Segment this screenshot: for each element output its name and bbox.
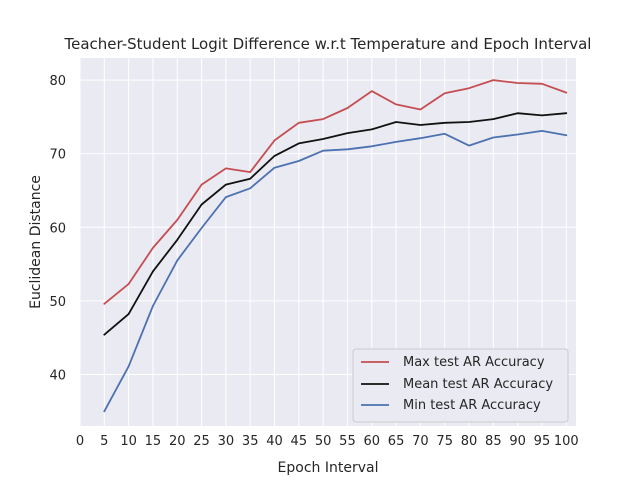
- x-tick-label: 20: [169, 434, 186, 449]
- x-tick-label: 30: [218, 434, 235, 449]
- legend-label-min: Min test AR Accuracy: [403, 398, 541, 413]
- legend: Max test AR Accuracy Mean test AR Accura…: [353, 349, 568, 422]
- x-tick-label: 70: [412, 434, 429, 449]
- x-tick-label: 25: [193, 434, 210, 449]
- x-tick-label: 5: [100, 434, 108, 449]
- x-tick-label: 95: [534, 434, 551, 449]
- x-tick-label: 35: [242, 434, 259, 449]
- x-tick-label: 45: [291, 434, 308, 449]
- y-tick-label: 80: [49, 74, 66, 89]
- x-tick-label: 90: [509, 434, 526, 449]
- x-tick-label: 10: [120, 434, 137, 449]
- legend-label-mean: Mean test AR Accuracy: [403, 377, 553, 392]
- x-tick-label: 100: [554, 434, 579, 449]
- x-tick-label: 85: [485, 434, 502, 449]
- x-tick-label: 0: [76, 434, 84, 449]
- x-tick-label: 75: [436, 434, 453, 449]
- x-tick-label: 40: [266, 434, 283, 449]
- x-axis-ticks: 0 5 10 15 20 25 30 35 40 45 50 55 60 65 70 75 80 85 90 95 10…: [76, 434, 579, 449]
- y-tick-label: 50: [49, 295, 66, 310]
- x-tick-label: 50: [315, 434, 332, 449]
- x-tick-label: 60: [363, 434, 380, 449]
- x-axis-label: Epoch Interval: [278, 460, 379, 476]
- y-axis-ticks: 40 50 60 70 80: [49, 74, 66, 383]
- y-axis-label: Euclidean Distance: [28, 175, 44, 309]
- y-tick-label: 60: [49, 221, 66, 236]
- y-tick-label: 40: [49, 368, 66, 383]
- y-tick-label: 70: [49, 148, 66, 163]
- x-tick-label: 15: [145, 434, 162, 449]
- x-tick-label: 55: [339, 434, 356, 449]
- chart-title: Teacher-Student Logit Difference w.r.t T…: [64, 35, 592, 53]
- legend-label-max: Max test AR Accuracy: [403, 355, 545, 370]
- x-tick-label: 80: [461, 434, 478, 449]
- x-tick-label: 65: [388, 434, 405, 449]
